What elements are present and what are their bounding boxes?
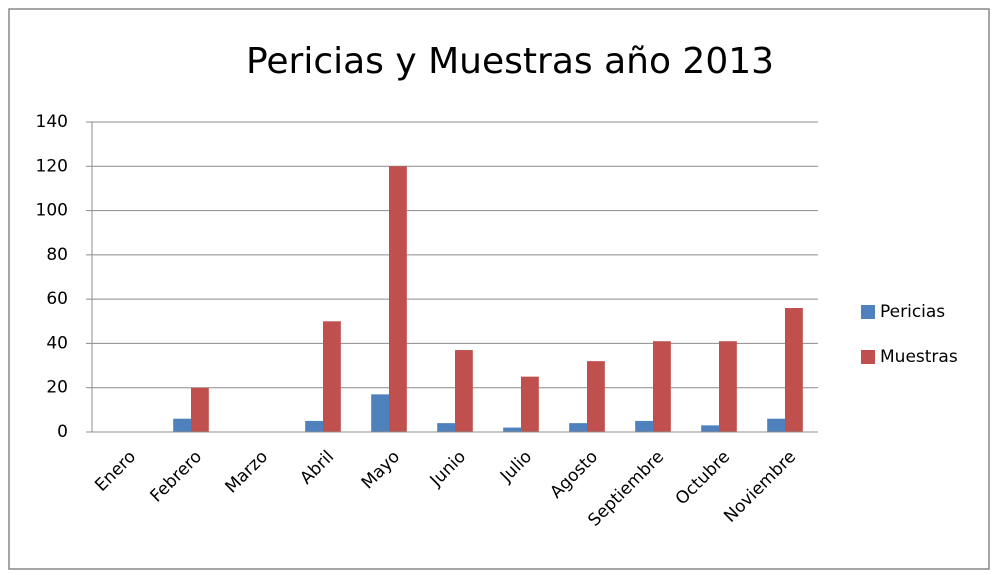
- bar: [173, 418, 191, 432]
- y-tick-label: 100: [36, 201, 68, 221]
- y-tick-label: 80: [46, 245, 68, 265]
- legend-swatch: [861, 350, 875, 364]
- chart-title: Pericias y Muestras año 2013: [246, 41, 774, 82]
- bar: [503, 427, 521, 432]
- bar: [635, 420, 653, 432]
- bar: [191, 387, 209, 432]
- legend-label: Muestras: [880, 347, 958, 367]
- bar: [785, 308, 803, 432]
- y-tick-label: 0: [57, 422, 68, 442]
- y-tick-label: 60: [46, 289, 68, 309]
- bar: [389, 166, 407, 433]
- bar: [767, 418, 785, 432]
- bar: [371, 394, 389, 432]
- bar: [587, 361, 605, 432]
- bar: [521, 376, 539, 432]
- bar: [719, 341, 737, 432]
- bar: [455, 350, 473, 432]
- bar: [569, 423, 587, 432]
- bar: [437, 423, 455, 432]
- y-tick-label: 20: [46, 378, 68, 398]
- chart-border: [8, 8, 990, 570]
- legend-label: Pericias: [880, 302, 945, 322]
- bar: [323, 321, 341, 432]
- y-tick-label: 140: [36, 112, 68, 132]
- y-tick-label: 120: [36, 156, 68, 176]
- legend-swatch: [861, 305, 875, 319]
- bar: [653, 341, 671, 432]
- bar: [701, 425, 719, 432]
- bar: [305, 420, 323, 432]
- y-tick-label: 40: [46, 333, 68, 353]
